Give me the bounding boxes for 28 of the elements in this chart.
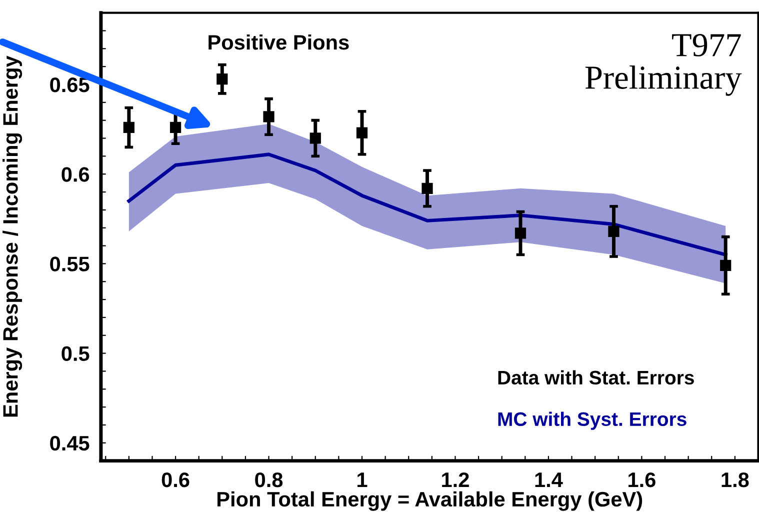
text: MC with Syst. Errors [498,412,686,430]
point [216,74,228,85]
y-tick-label: 0.55 [50,256,90,272]
point [608,226,620,237]
point [720,260,732,272]
x-tick-label: 1.4 [535,472,563,488]
point [310,132,321,144]
annotation: T977 Preliminary [585,34,742,96]
point [263,111,274,122]
y-tick-label: 0.6 [62,167,90,182]
annotation: Positive Pions [208,34,349,50]
x-axis-title: Pion Total Energy = Available Energy (GeV) [218,491,642,511]
x-tick-label: 0.8 [255,472,283,488]
x-tick-label: 0.6 [162,472,190,488]
x-tick-label: 1.2 [442,472,469,488]
point [123,122,134,134]
point [170,122,182,134]
x-tick-label: 1.8 [722,472,749,488]
y-axis-title: Energy Response / Incoming Energy [2,56,22,417]
point [514,228,526,239]
y-tick-label: 0.5 [62,346,90,362]
text: Data with Stat. Errors [498,370,694,385]
x-tick-label: 1 [358,472,368,488]
y-tick-label: 0.45 [50,436,90,451]
x-tick-label: 1.6 [628,472,656,488]
point [356,127,368,138]
y-tick-label: 0.65 [50,77,90,92]
point [422,182,433,194]
